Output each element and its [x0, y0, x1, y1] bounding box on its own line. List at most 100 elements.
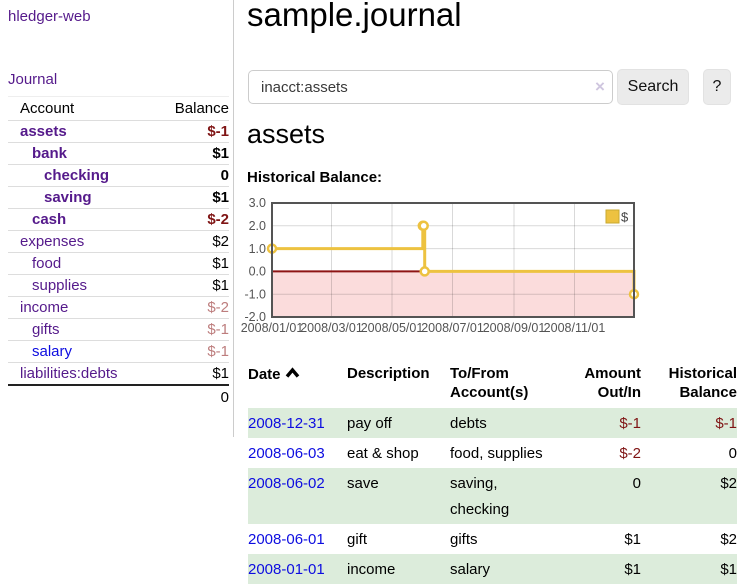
chart-heading: Historical Balance:: [247, 169, 383, 186]
historical-balance-chart: $ 3.0 2.0 1.0 0.0 -1.0 -2.0 2008/01/01 2…: [240, 197, 640, 341]
account-link-expenses[interactable]: expenses: [20, 233, 85, 250]
accounts-table: Account Balance assets $-1 bank $1 check…: [8, 96, 229, 408]
search-button[interactable]: Search: [617, 69, 689, 105]
transaction-balance: $2: [720, 474, 737, 492]
account-balance: $1: [212, 365, 229, 382]
header-tofrom-accounts: To/From Account(s): [450, 365, 529, 401]
transaction-date-link[interactable]: 2008-06-03: [248, 444, 325, 462]
transaction-amount: $-2: [619, 444, 641, 462]
svg-text:2008/03/01: 2008/03/01: [300, 321, 363, 335]
account-link-gifts[interactable]: gifts: [32, 321, 60, 338]
account-balance: $1: [212, 145, 229, 162]
transaction-amount: $-1: [619, 414, 641, 432]
account-balance: $-1: [207, 343, 229, 360]
chart-legend: $: [605, 209, 629, 225]
account-row: food $1: [8, 252, 229, 275]
transaction-row: 2008-01-01 income salary $1 $1: [248, 554, 737, 584]
account-balance: $-1: [207, 321, 229, 338]
account-row: expenses $2: [8, 230, 229, 253]
transaction-amount: $1: [624, 560, 641, 578]
transaction-amount: $1: [624, 530, 641, 548]
transaction-balance: $1: [720, 560, 737, 578]
svg-text:-2.0: -2.0: [244, 310, 266, 324]
transaction-date-link[interactable]: 2008-12-31: [248, 414, 325, 432]
transaction-description: income: [347, 560, 396, 578]
account-link-supplies[interactable]: supplies: [32, 277, 88, 294]
svg-text:3.0: 3.0: [249, 197, 266, 210]
svg-text:2008/09/01: 2008/09/01: [483, 321, 546, 335]
register-header-row: Date Description To/From Account(s) Amou…: [248, 362, 737, 408]
transaction-row: 2008-06-02 save saving, checking 0 $2: [248, 468, 737, 524]
account-link-income[interactable]: income: [20, 299, 69, 316]
account-column-header: Account: [20, 100, 75, 117]
accounts-total-value: 0: [155, 384, 229, 408]
register-table: Date Description To/From Account(s) Amou…: [248, 362, 737, 584]
transaction-description: pay off: [347, 414, 392, 432]
svg-text:-1.0: -1.0: [244, 287, 266, 301]
data-point-marker: [418, 220, 429, 232]
account-balance: $1: [212, 277, 229, 294]
legend-label: $: [621, 210, 629, 225]
transaction-balance: 0: [728, 444, 737, 462]
account-balance: $1: [212, 255, 229, 272]
account-balance: $2: [212, 233, 229, 250]
legend-swatch-icon: [605, 209, 620, 224]
transaction-accounts: salary: [450, 560, 491, 578]
account-link-food[interactable]: food: [32, 255, 62, 272]
transaction-description: gift: [347, 530, 368, 548]
account-row: bank $1: [8, 142, 229, 165]
account-heading: assets: [247, 119, 326, 149]
clear-search-icon[interactable]: ×: [595, 77, 605, 96]
y-axis-labels: 3.0 2.0 1.0 0.0 -1.0 -2.0: [244, 197, 266, 324]
account-row: supplies $1: [8, 274, 229, 297]
help-button[interactable]: ?: [703, 69, 731, 105]
account-row: income $-2: [8, 296, 229, 319]
account-link-cash[interactable]: cash: [32, 211, 67, 228]
balance-column-header: Balance: [174, 100, 229, 117]
account-row: liabilities:debts $1: [8, 362, 229, 386]
accounts-total-row: 0: [8, 384, 229, 408]
svg-text:2.0: 2.0: [249, 219, 266, 233]
account-link-checking[interactable]: checking: [44, 167, 110, 184]
x-axis-labels: 2008/01/01 2008/03/01 2008/05/01 2008/07…: [241, 321, 606, 335]
transaction-accounts: saving, checking: [450, 474, 510, 518]
transaction-description: eat & shop: [347, 444, 419, 462]
account-row: assets $-1: [8, 120, 229, 143]
transaction-date-link[interactable]: 2008-06-01: [248, 530, 325, 548]
transaction-date-link[interactable]: 2008-06-02: [248, 474, 325, 492]
sort-ascending-icon: [285, 364, 300, 383]
search-input[interactable]: [248, 70, 613, 104]
sidebar-item-journal[interactable]: Journal: [8, 71, 58, 88]
account-link-bank[interactable]: bank: [32, 145, 68, 162]
chart-canvas: $ 3.0 2.0 1.0 0.0 -1.0 -2.0 2008/01/01 2…: [241, 197, 640, 335]
account-link-assets[interactable]: assets: [20, 123, 67, 140]
account-row: cash $-2: [8, 208, 229, 231]
app-brand-link[interactable]: hledger-web: [8, 8, 91, 25]
svg-text:2008/11/01: 2008/11/01: [544, 321, 606, 335]
svg-text:2008/05/01: 2008/05/01: [361, 321, 424, 335]
sidebar: hledger-web Journal Account Balance asse…: [0, 0, 234, 437]
data-point-marker: [419, 266, 430, 277]
page-title: sample.journal: [247, 0, 462, 33]
header-description: Description: [347, 365, 430, 382]
transaction-row: 2008-06-01 gift gifts $1 $2: [248, 524, 737, 554]
account-link-salary[interactable]: salary: [32, 343, 73, 360]
account-link-liabilities-debts[interactable]: liabilities:debts: [20, 365, 118, 382]
header-amount-outin: Amount Out/In: [584, 365, 641, 401]
negative-region: [272, 271, 634, 317]
transaction-accounts: gifts: [450, 530, 478, 548]
account-balance: $-2: [207, 299, 229, 316]
transaction-date-link[interactable]: 2008-01-01: [248, 560, 325, 578]
header-historical-balance: Historical Balance: [668, 365, 737, 401]
svg-text:2008/07/01: 2008/07/01: [421, 321, 484, 335]
accounts-table-header: Account Balance: [8, 96, 229, 121]
account-balance: 0: [220, 167, 229, 184]
account-balance: $-2: [207, 211, 229, 228]
svg-text:1.0: 1.0: [249, 242, 266, 256]
svg-text:2008/01/01: 2008/01/01: [241, 321, 304, 335]
transaction-description: save: [347, 474, 379, 492]
transaction-row: 2008-06-03 eat & shop food, supplies $-2…: [248, 438, 737, 468]
account-balance: $1: [212, 189, 229, 206]
header-date[interactable]: Date: [248, 362, 347, 408]
account-link-saving[interactable]: saving: [44, 189, 92, 206]
